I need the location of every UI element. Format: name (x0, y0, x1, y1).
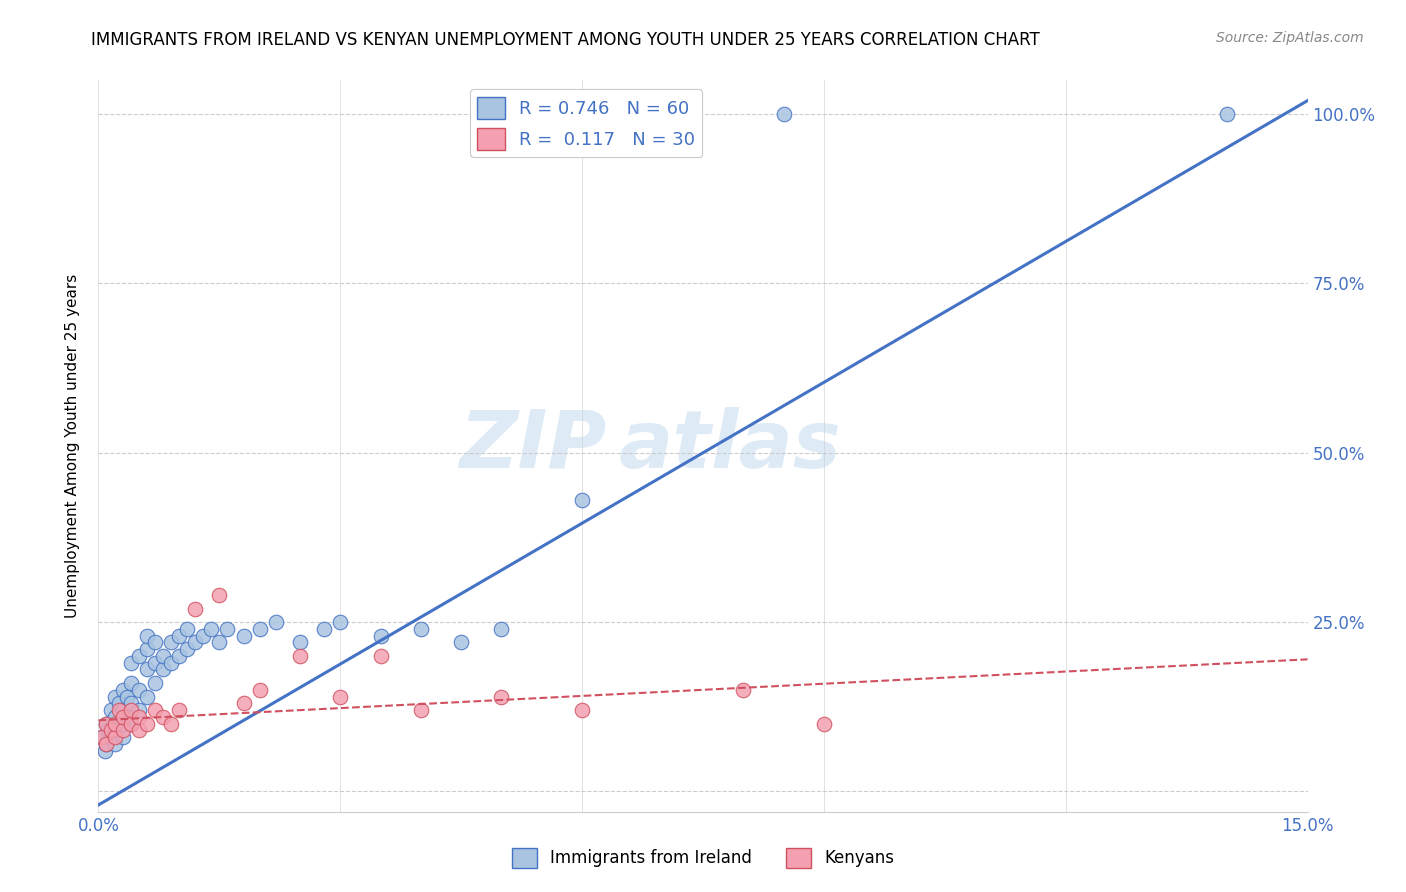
Point (160, 656, 183, 670)
Point (143, 703, 166, 717)
Point (128, 703, 150, 717)
Point (152, 663, 174, 677)
Point (160, 716, 183, 731)
Point (100, 723, 122, 738)
Point (208, 635, 231, 649)
Point (571, 493, 593, 508)
Point (115, 690, 138, 704)
Point (96, 737, 118, 751)
Point (160, 635, 183, 649)
Point (167, 648, 190, 663)
Text: Source: ZipAtlas.com: Source: ZipAtlas.com (1216, 31, 1364, 45)
Point (120, 703, 142, 717)
Point (167, 629, 190, 643)
Point (329, 615, 352, 629)
Point (135, 716, 157, 731)
Text: atlas: atlas (619, 407, 841, 485)
Point (491, 690, 513, 704)
Point (772, 107, 794, 121)
Point (103, 730, 125, 744)
Point (167, 703, 190, 717)
Point (813, 716, 835, 731)
Point (100, 703, 122, 717)
Point (314, 622, 336, 636)
Point (107, 716, 129, 731)
Point (409, 703, 432, 717)
Point (120, 697, 142, 711)
Point (152, 648, 174, 663)
Point (1216, 107, 1239, 121)
Point (143, 676, 166, 690)
Point (249, 682, 271, 697)
Point (176, 622, 198, 636)
Point (135, 642, 157, 657)
Legend: R = 0.746   N = 60, R =  0.117   N = 30: R = 0.746 N = 60, R = 0.117 N = 30 (470, 89, 702, 157)
Point (135, 663, 157, 677)
Point (128, 648, 150, 663)
Point (100, 730, 122, 744)
Point (96, 716, 118, 731)
Point (103, 690, 125, 704)
Point (135, 629, 157, 643)
Point (128, 682, 150, 697)
Point (135, 690, 157, 704)
Point (103, 723, 125, 738)
Point (370, 648, 392, 663)
Point (103, 716, 125, 731)
Point (96, 737, 118, 751)
Point (143, 635, 166, 649)
Point (128, 723, 150, 738)
Point (107, 697, 129, 711)
Point (143, 656, 166, 670)
Point (232, 697, 254, 711)
Point (193, 629, 215, 643)
Point (111, 730, 134, 744)
Point (103, 710, 125, 724)
Point (96, 716, 118, 731)
Point (94, 744, 117, 758)
Legend: Immigrants from Ireland, Kenyans: Immigrants from Ireland, Kenyans (505, 841, 901, 875)
Point (176, 642, 198, 657)
Point (111, 710, 134, 724)
Point (733, 682, 755, 697)
Point (111, 723, 134, 738)
Point (200, 622, 222, 636)
Point (264, 615, 287, 629)
Text: ZIP: ZIP (458, 407, 606, 485)
Point (571, 703, 593, 717)
Point (249, 622, 271, 636)
Point (91, 730, 114, 744)
Point (370, 629, 392, 643)
Point (120, 716, 142, 731)
Point (450, 635, 472, 649)
Point (107, 703, 129, 717)
Point (217, 622, 239, 636)
Point (111, 682, 134, 697)
Point (111, 703, 134, 717)
Text: IMMIGRANTS FROM IRELAND VS KENYAN UNEMPLOYMENT AMONG YOUTH UNDER 25 YEARS CORREL: IMMIGRANTS FROM IRELAND VS KENYAN UNEMPL… (91, 31, 1040, 49)
Point (97, 723, 120, 738)
Point (103, 737, 125, 751)
Point (208, 588, 231, 602)
Point (288, 635, 311, 649)
Y-axis label: Unemployment Among Youth under 25 years: Unemployment Among Youth under 25 years (65, 274, 80, 618)
Point (329, 690, 352, 704)
Point (491, 622, 513, 636)
Point (120, 716, 142, 731)
Point (184, 635, 207, 649)
Point (111, 716, 134, 731)
Point (409, 622, 432, 636)
Point (288, 648, 311, 663)
Point (91, 730, 114, 744)
Point (184, 601, 207, 615)
Point (101, 716, 124, 731)
Point (120, 656, 142, 670)
Point (120, 676, 142, 690)
Point (232, 629, 254, 643)
Point (115, 710, 138, 724)
Point (152, 710, 174, 724)
Point (128, 710, 150, 724)
